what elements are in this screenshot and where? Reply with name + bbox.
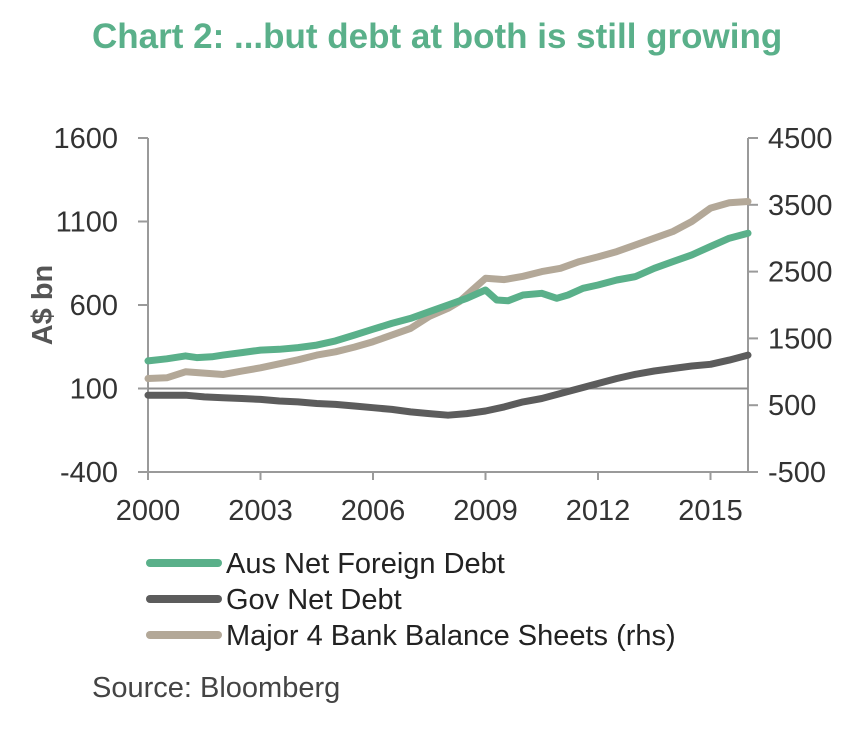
legend-label-2: Major 4 Bank Balance Sheets (rhs) (226, 620, 676, 652)
x-tick-label: 2003 (228, 495, 293, 527)
x-tick-label: 2012 (566, 495, 631, 527)
legend-label-1: Gov Net Debt (226, 584, 402, 616)
left-tick-label: 100 (70, 374, 118, 406)
x-tick-label: 2000 (116, 495, 181, 527)
right-tick-label: -500 (768, 457, 826, 489)
left-tick-label: 1100 (56, 207, 118, 239)
left-tick-label: 1600 (53, 123, 118, 155)
right-tick-label: 3500 (768, 190, 833, 222)
legend-label-0: Aus Net Foreign Debt (226, 548, 505, 580)
x-tick-label: 2009 (453, 495, 518, 527)
left-tick-label: -400 (60, 457, 118, 489)
series-line-0 (144, 229, 752, 365)
left-tick-label: 600 (70, 290, 118, 322)
legend: Aus Net Foreign Debt Gov Net Debt Major 4 … (146, 548, 676, 652)
right-tick-label: 1500 (768, 323, 833, 355)
right-tick-label: 2500 (768, 257, 833, 289)
chart-title: Chart 2: ...but debt at both is still gr… (92, 17, 783, 56)
series-line-1 (144, 351, 752, 419)
x-tick-label: 2006 (341, 495, 406, 527)
y-axis-title: A$ bn (27, 265, 59, 346)
source-note: Source: Bloomberg (92, 672, 341, 704)
right-tick-label: 4500 (768, 123, 833, 155)
x-tick-label: 2015 (678, 495, 743, 527)
right-tick-label: 500 (768, 390, 816, 422)
series-group (144, 198, 752, 419)
axes-group: -400 100 600 1100 1600 -500 500 1500 2500 3500 450… (27, 123, 833, 527)
